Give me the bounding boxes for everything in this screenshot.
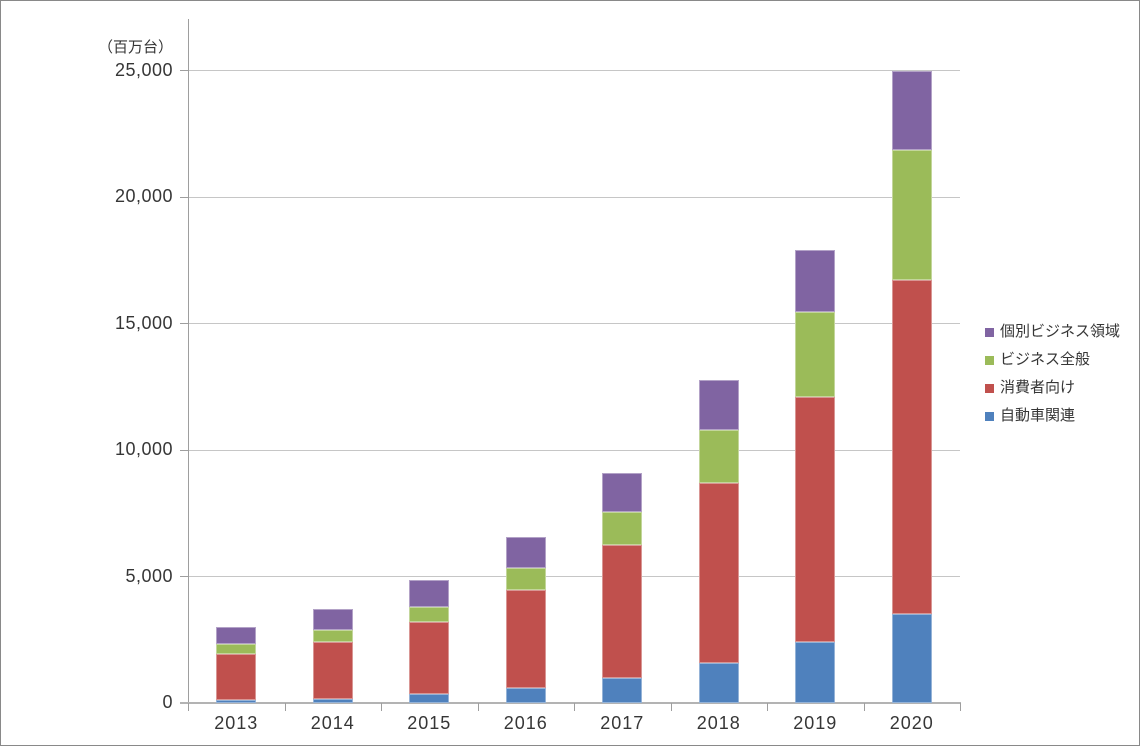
bar-segment-2013 [216,653,257,701]
bar-segment-2017 [602,472,643,512]
bar-segment-2015 [409,694,450,703]
x-axis-tick [767,703,768,711]
bar-segment-2020 [891,70,932,151]
y-axis-tick-label: 25,000 [114,59,173,80]
y-axis-tick-label: 15,000 [114,312,173,333]
x-axis-label: 2020 [889,713,934,733]
bar-segment-2017 [602,677,643,703]
bar-segment-2015 [409,580,450,607]
bar-segment-2016 [505,537,546,568]
y-axis-tick-label: 0 [162,692,173,712]
bar-segment-2020 [891,614,932,703]
legend-item: ビジネス全般 [985,351,1120,369]
x-axis-label: 2019 [793,713,838,733]
x-axis-tick [574,703,575,711]
bar-segment-2016 [505,687,546,703]
legend-swatch-icon [985,411,994,421]
y-axis-tick [180,323,188,324]
legend-swatch-icon [985,355,994,365]
legend-item: 消費者向け [985,379,1120,397]
bar-segment-2019 [795,396,836,643]
x-axis-tick [381,703,382,711]
bar-segment-2017 [602,544,643,678]
gridline [188,449,960,451]
bar-segment-2019 [795,312,836,397]
legend-swatch-icon [985,327,994,337]
gridline [188,576,960,577]
bar-segment-2015 [409,622,450,695]
gridline [188,196,960,198]
legend: 個別ビジネス領域 ビジネス全般 消費者向け自動車関連 [985,323,1120,435]
x-axis-label: 2017 [600,713,645,733]
legend-label: 消費者向け [1000,379,1076,396]
x-axis-tick [863,703,865,711]
bar-segment-2016 [505,567,546,591]
bar-segment-2013 [216,627,257,644]
x-axis-label: 2016 [503,713,548,733]
y-axis-tick [180,576,188,577]
bar-segment-2020 [891,150,932,281]
bar-segment-2018 [698,429,739,483]
x-axis-line [180,702,961,704]
x-axis-tick [670,703,672,711]
y-axis-tick-label: 5,000 [125,565,173,586]
gridline [188,323,960,324]
bar-segment-2014 [312,642,353,700]
x-axis-tick [188,703,189,711]
bar-segment-2014 [312,609,353,630]
legend-label: 個別ビジネス領域 [1000,323,1121,340]
x-axis-tick [477,703,479,711]
bar-segment-2018 [698,482,739,663]
bar-segment-2019 [795,642,836,703]
y-axis-tick [180,449,188,451]
legend-label: ビジネス全般 [1000,351,1091,368]
legend-item: 自動車関連 [985,407,1120,425]
gridline [188,70,960,71]
legend-item: 個別ビジネス領域 [985,323,1120,341]
bar-segment-2018 [698,662,739,703]
y-axis-tick [180,196,188,198]
bar-segment-2014 [312,629,353,643]
bar-segment-2016 [505,590,546,688]
y-axis-unit-label: （百万台） [97,39,173,56]
legend-swatch-icon [985,383,994,393]
bar-segment-2019 [795,250,836,313]
bar-segment-2013 [216,700,257,703]
bar-segment-2014 [312,699,353,703]
bar-segment-2013 [216,643,257,654]
legend-label: 自動車関連 [1000,407,1076,424]
x-axis-label: 2015 [407,713,452,733]
y-axis-line [188,19,189,703]
x-axis-label: 2013 [214,713,259,733]
bar-segment-2018 [698,380,739,430]
bar-segment-2020 [891,280,932,615]
bar-segment-2015 [409,606,450,623]
x-axis-tick [960,703,961,711]
x-axis-label: 2014 [310,713,355,733]
bar-segment-2017 [602,511,643,545]
x-axis-tick [284,703,286,711]
y-axis-tick-label: 20,000 [114,186,173,206]
y-axis-tick-label: 10,000 [114,439,173,459]
x-axis-label: 2018 [696,713,741,733]
y-axis-tick [180,70,188,71]
